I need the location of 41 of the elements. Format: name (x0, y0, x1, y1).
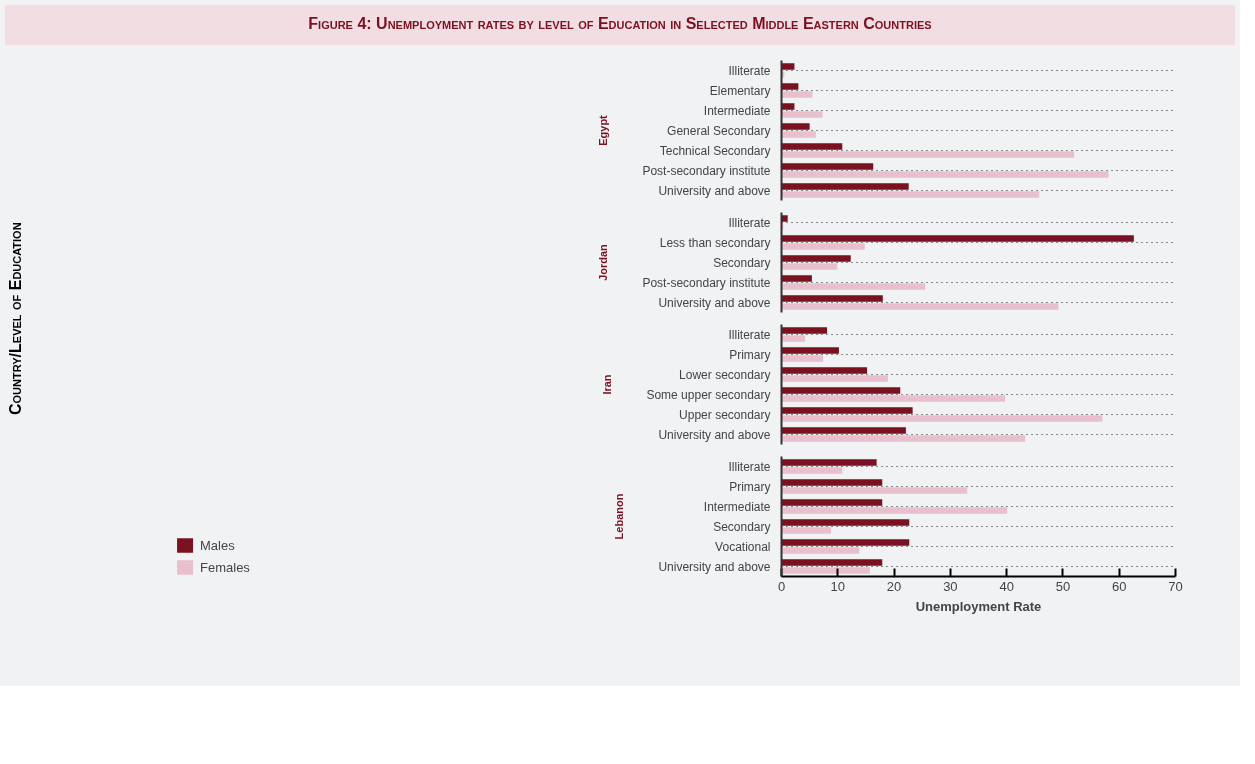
y-tick-label: Primary (729, 479, 771, 494)
y-tick-label: University and above (658, 427, 771, 442)
legend-label: Females (200, 559, 250, 575)
x-axis-title: Unemployment Rate (915, 598, 1042, 614)
x-tick-label: 70 (1168, 578, 1183, 594)
x-tick-label: 60 (1111, 578, 1127, 594)
y-tick-label: University and above (658, 183, 771, 198)
y-tick-label: Post-secondary institute (642, 275, 771, 290)
text: Figure 4: Unemployment rates by level of Education in Selected Middle Eastern Countries (308, 14, 932, 34)
y-tick-label: Post-secondary institute (642, 163, 771, 178)
y-tick-label: Intermediate (703, 103, 771, 118)
y-axis-title: Lebanon (613, 493, 626, 540)
y-tick-label: General Secondary (667, 123, 771, 138)
y-tick-label: Some upper secondary (646, 387, 771, 402)
y-tick-label: Upper secondary (679, 407, 771, 422)
y-tick-label: Lower secondary (679, 367, 771, 382)
y-tick-label: Secondary (713, 519, 771, 534)
x-tick-label: 50 (1055, 578, 1071, 594)
y-axis-title: Iran (601, 374, 614, 395)
y-tick-label: Illiterate (728, 215, 771, 230)
y-tick-label: Illiterate (728, 459, 771, 474)
x-tick-label: 30 (943, 578, 958, 594)
y-tick-label: Secondary (713, 255, 771, 270)
y-axis-title: Jordan (597, 243, 610, 281)
y-tick-label: Elementary (709, 83, 771, 98)
y-tick-label: Technical Secondary (659, 143, 771, 158)
x-tick-label: 10 (830, 578, 846, 594)
x-tick-label: 20 (886, 578, 902, 594)
y-tick-label: Intermediate (703, 499, 771, 514)
y-tick-label: Illiterate (728, 63, 771, 78)
y-tick-label: University and above (658, 295, 771, 310)
x-tick-label: 40 (999, 578, 1014, 594)
y-tick-label: Less than secondary (659, 235, 771, 250)
text: Country/Level of Education (6, 222, 25, 416)
y-axis-title: Egypt (597, 114, 610, 146)
y-tick-label: University and above (658, 559, 771, 574)
y-tick-label: Vocational (715, 539, 771, 554)
legend-label: Males (200, 537, 235, 553)
y-tick-label: Primary (729, 347, 771, 362)
x-tick-label: 0 (777, 578, 786, 594)
y-tick-label: Illiterate (728, 327, 771, 342)
